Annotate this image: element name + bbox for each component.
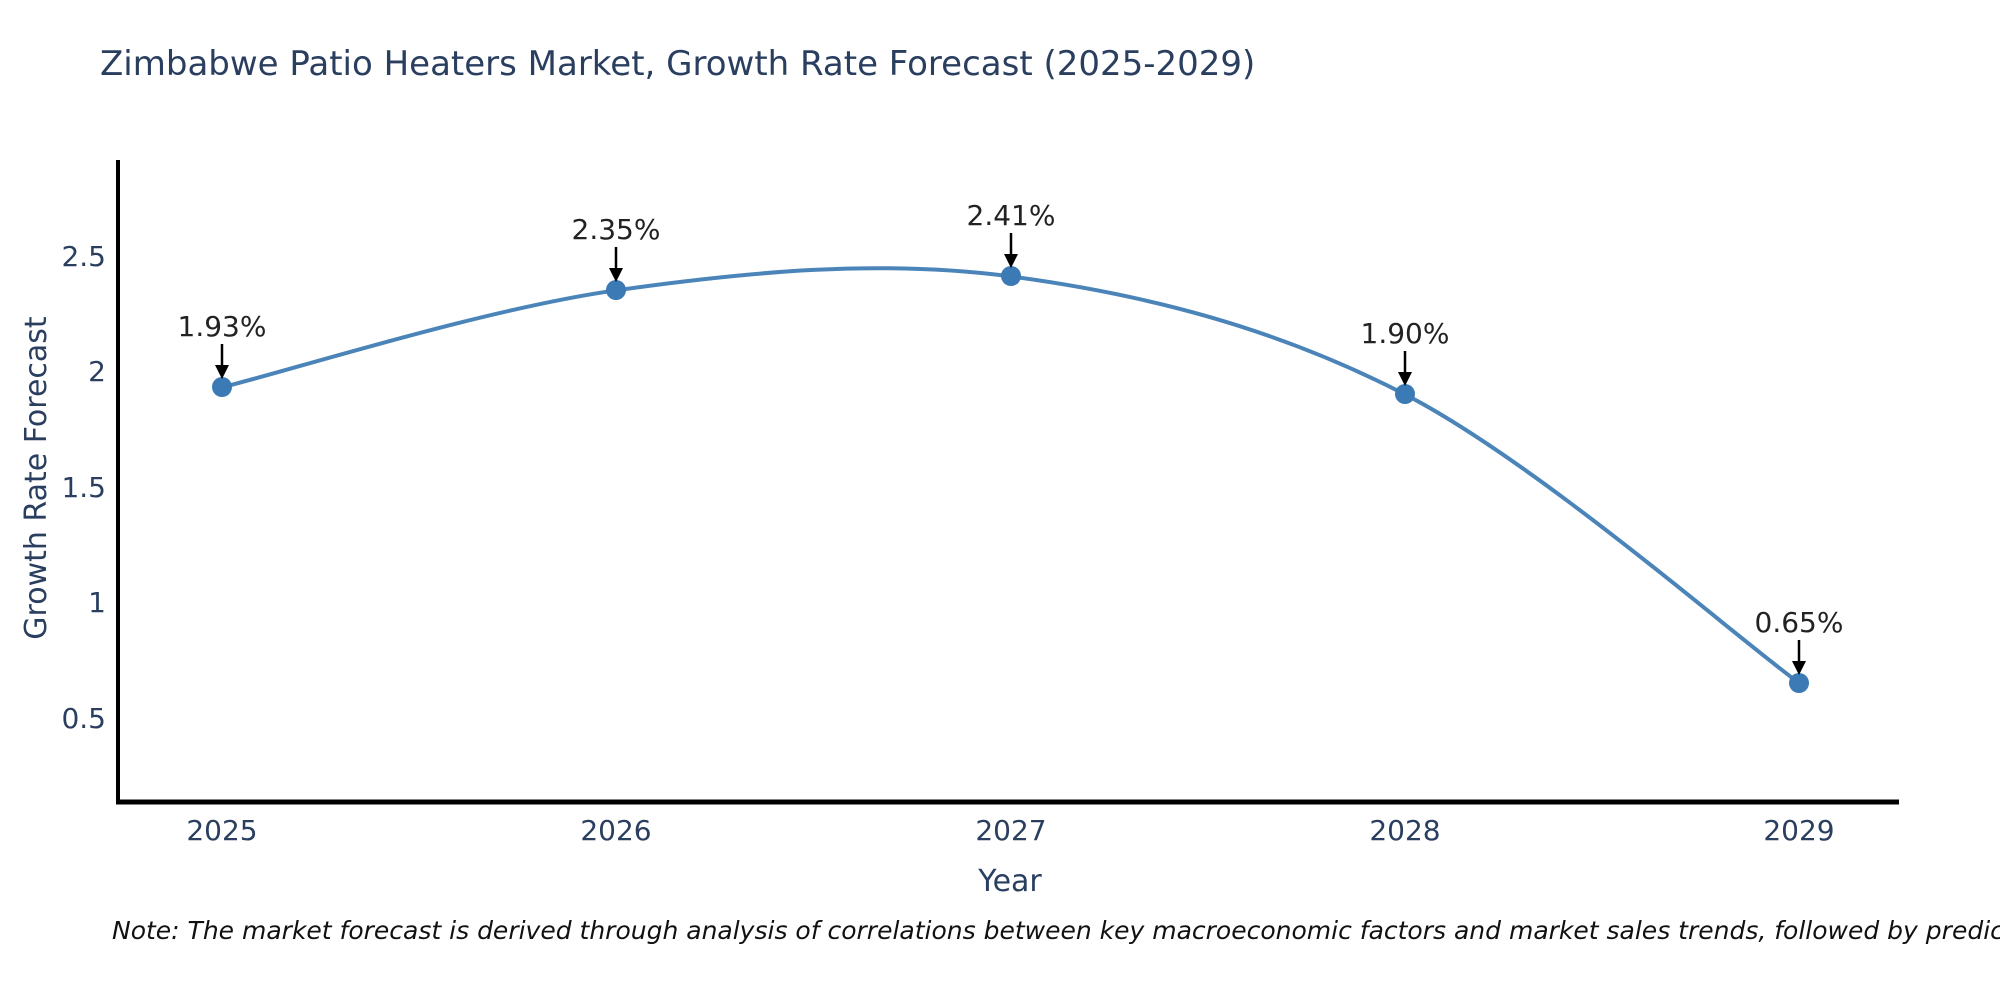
annotation-arrow-head <box>1398 372 1412 386</box>
data-point-2029 <box>1789 673 1809 693</box>
x-tick-2029: 2029 <box>1763 814 1834 847</box>
point-label-2029: 0.65% <box>1755 606 1844 639</box>
y-tick-1: 1 <box>88 586 106 619</box>
point-label-2026: 2.35% <box>572 213 661 246</box>
x-axis-title: Year <box>977 864 1042 899</box>
y-tick-0.5: 0.5 <box>61 702 106 735</box>
y-axis-title: Growth Rate Forecast <box>19 316 54 640</box>
plot-area: 0.5 1 1.5 2 2.5 2025 2026 2027 2028 2029 1.93% 2.35… <box>61 160 1899 847</box>
footnote: Note: The market forecast is derived thr… <box>112 916 2000 945</box>
point-label-2025: 1.93% <box>178 310 267 343</box>
y-tick-2.5: 2.5 <box>61 240 106 273</box>
y-tick-1.5: 1.5 <box>61 471 106 504</box>
data-point-2025 <box>212 377 232 397</box>
data-point-2028 <box>1395 384 1415 404</box>
data-point-2026 <box>606 280 626 300</box>
x-tick-2025: 2025 <box>186 814 257 847</box>
annotation-arrow-head <box>215 365 229 379</box>
x-tick-2026: 2026 <box>580 814 651 847</box>
y-tick-2: 2 <box>88 355 106 388</box>
data-point-2027 <box>1001 266 1021 286</box>
annotation-arrow-head <box>609 268 623 282</box>
forecast-line <box>220 266 1801 685</box>
x-tick-2027: 2027 <box>975 814 1046 847</box>
annotation-arrow-head <box>1004 254 1018 268</box>
chart-title: Zimbabwe Patio Heaters Market, Growth Ra… <box>100 44 1256 84</box>
annotation-arrow-head <box>1792 661 1806 675</box>
point-label-2028: 1.90% <box>1361 317 1450 350</box>
point-label-2027: 2.41% <box>967 199 1056 232</box>
x-tick-2028: 2028 <box>1369 814 1440 847</box>
